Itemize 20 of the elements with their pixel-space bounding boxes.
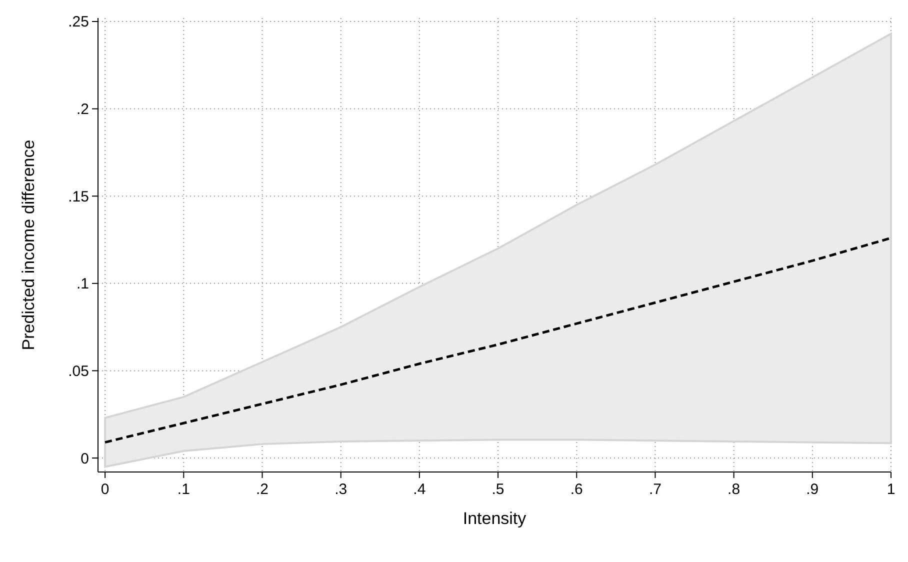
x-tick-label: .1 <box>177 481 190 498</box>
x-tick-label: 0 <box>100 481 110 498</box>
y-axis-title: Predicted income difference <box>19 140 38 350</box>
y-tick-label: .05 <box>68 362 89 380</box>
x-tick-label: .4 <box>413 481 426 498</box>
y-tick-label: .15 <box>68 188 89 206</box>
y-tick-label: .1 <box>76 276 89 293</box>
x-tick-label: .8 <box>728 481 740 498</box>
x-tick-label: .7 <box>648 481 662 498</box>
y-tick-label: .25 <box>68 14 89 31</box>
x-tick-label: .9 <box>806 481 819 498</box>
x-tick-label: .2 <box>256 481 269 498</box>
x-tick-label: .5 <box>492 481 504 498</box>
x-tick-label: .6 <box>570 481 583 498</box>
y-tick-label: 0 <box>80 450 89 468</box>
x-tick-label: 1 <box>886 481 896 498</box>
y-tick-label: .2 <box>76 101 89 118</box>
x-axis-title: Intensity <box>462 509 527 528</box>
line-series <box>104 236 892 444</box>
x-tick-label: .3 <box>334 481 348 498</box>
